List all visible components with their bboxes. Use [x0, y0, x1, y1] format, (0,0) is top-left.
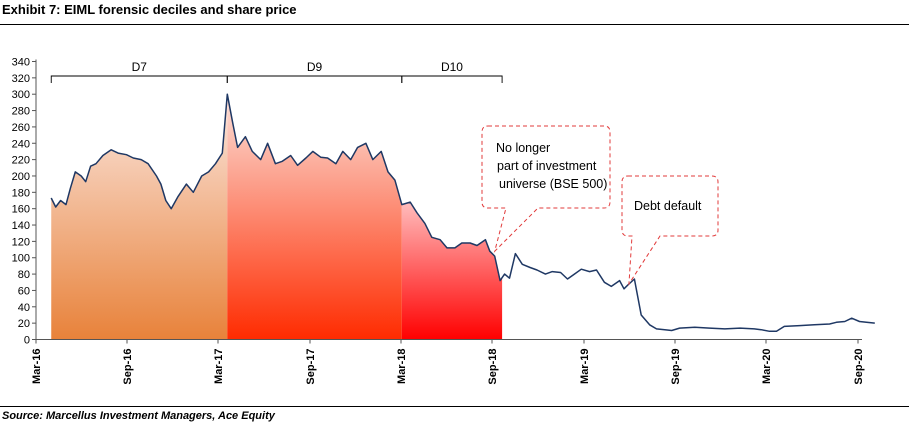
y-tick-label: 200: [12, 171, 30, 183]
x-tick-label: Mar-19: [579, 349, 591, 384]
callout-line: part of investment: [497, 159, 597, 173]
callout-line: universe (BSE 500): [499, 177, 607, 191]
callout-line: No longer: [496, 141, 550, 155]
x-tick-label: Sep-19: [670, 349, 682, 385]
source-note: Source: Marcellus Investment Managers, A…: [2, 410, 275, 422]
bracket-line: [226, 75, 403, 83]
y-tick-label: 100: [12, 253, 30, 265]
y-tick-label: 260: [12, 122, 30, 134]
y-tick-label: 120: [12, 236, 30, 248]
decile-bracket-d9: D9: [226, 60, 403, 83]
callout-universe-exit: No longer part of investment universe (BSE…: [481, 125, 611, 253]
y-tick-label: 0: [24, 335, 30, 347]
exhibit-title: Exhibit 7: EIML forensic deciles and sha…: [2, 2, 297, 17]
y-tick-label: 60: [18, 285, 30, 297]
y-tick-label: 280: [12, 106, 30, 118]
y-tick-label: 340: [12, 57, 30, 69]
y-tick-label: 20: [18, 318, 30, 330]
decile-area-d10: [401, 202, 503, 340]
callout-line: Debt default: [634, 199, 702, 213]
x-tick-label: Sep-20: [853, 349, 865, 385]
y-tick-label: 220: [12, 155, 30, 167]
y-tick-label: 320: [12, 73, 30, 85]
decile-label: D9: [307, 60, 323, 74]
y-tick-label: 40: [18, 302, 30, 314]
share-price-line: [50, 93, 875, 333]
x-tick-label: Sep-17: [305, 349, 317, 385]
decile-label: D7: [132, 60, 148, 74]
y-tick-label: 240: [12, 138, 30, 150]
decile-label: D10: [441, 60, 463, 74]
callout-debt-default: Debt default: [621, 175, 719, 286]
x-tick-label: Mar-18: [396, 349, 408, 384]
x-tick-label: Mar-16: [31, 349, 43, 384]
decile-bracket-d10: D10: [401, 60, 503, 83]
x-tick-label: Sep-16: [122, 349, 134, 385]
y-tick-label: 180: [12, 187, 30, 199]
y-tick-label: 160: [12, 204, 30, 216]
x-tick-label: Sep-18: [487, 349, 499, 385]
bracket-line: [50, 75, 228, 83]
decile-area-d7: [51, 94, 228, 340]
decile-bracket-d7: D7: [50, 60, 228, 83]
source-rule: [0, 406, 909, 407]
title-underline: [0, 24, 909, 25]
x-tick-label: Mar-17: [213, 349, 225, 384]
decile-area-d9: [227, 94, 402, 340]
y-tick-label: 140: [12, 220, 30, 232]
callout-box: [481, 125, 611, 253]
x-tick-label: Mar-20: [761, 349, 773, 384]
bracket-line: [401, 75, 503, 83]
y-tick-label: 80: [18, 269, 30, 281]
y-tick-label: 300: [12, 89, 30, 101]
callout-box: [621, 175, 719, 286]
